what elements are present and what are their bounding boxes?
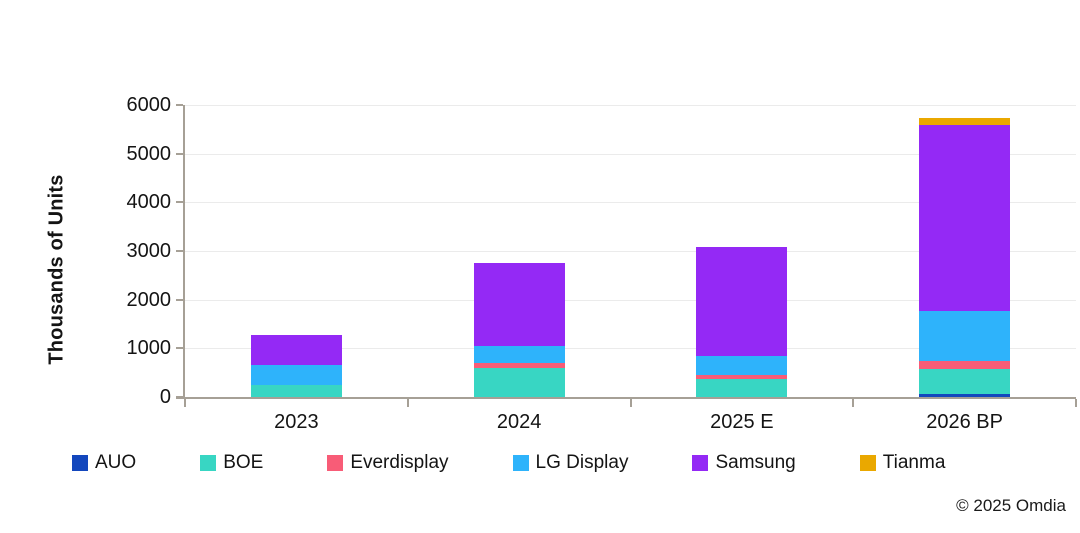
bar-segment-everdisplay-2026-bp <box>919 361 1011 369</box>
bar-segment-boe-2024 <box>473 367 565 397</box>
y-tick-6000 <box>176 104 183 106</box>
legend-swatch-auo <box>72 455 88 471</box>
bar-segment-everdisplay-2024 <box>473 362 565 368</box>
y-tick-label-2000: 2000 <box>126 288 172 311</box>
plot-area: 0 1000 2000 3000 4000 5000 6000 2023 2024 2025 E… <box>127 95 1077 433</box>
x-boundary-tick-1 <box>406 399 409 407</box>
bar-2023 <box>250 105 342 397</box>
bar-segment-tianma-2026-bp <box>919 117 1011 126</box>
bar-segment-everdisplay-2025-e <box>696 375 788 379</box>
bar-segment-lg-display-2025-e <box>696 356 788 376</box>
y-axis-line <box>183 105 185 397</box>
bar-segment-samsung-2025-e <box>696 247 788 357</box>
x-axis-label-2024: 2024 <box>496 411 542 433</box>
y-tick-label-1000: 1000 <box>126 337 172 360</box>
bar-segment-boe-2025-e <box>696 379 788 397</box>
copyright-text: © 2025 Omdia <box>956 496 1066 515</box>
legend-label-tianma: Tianma <box>882 452 946 473</box>
bar-segment-samsung-2024 <box>473 263 565 347</box>
legend-item-boe: BOE <box>200 452 263 474</box>
gridline-2000 <box>185 299 1076 301</box>
legend-item-samsung: Samsung <box>692 452 796 474</box>
bar-segment-samsung-2026-bp <box>919 125 1011 311</box>
y-tick-label-4000: 4000 <box>126 191 172 214</box>
x-axis-label-2026-bp: 2026 BP <box>926 411 1003 433</box>
y-tick-label-3000: 3000 <box>126 240 172 262</box>
y-tick-label-0: 0 <box>159 386 171 408</box>
legend-label-lg-display: LG Display <box>535 452 629 473</box>
bar-segment-samsung-2023 <box>250 335 342 366</box>
legend-swatch-boe <box>200 455 217 471</box>
legend-swatch-samsung <box>692 455 709 471</box>
legend-item-tianma: Tianma <box>859 452 946 474</box>
legend-label-auo: AUO <box>95 452 137 473</box>
y-tick-label-6000: 6000 <box>126 94 172 116</box>
legend-swatch-everdisplay <box>327 455 344 471</box>
bar-2024 <box>473 105 565 397</box>
x-axis-line <box>176 397 1076 399</box>
x-boundary-tick-0 <box>184 399 186 407</box>
x-boundary-tick-2 <box>629 399 632 407</box>
gridline-1000 <box>185 348 1076 350</box>
gridline-6000 <box>185 105 1076 106</box>
gridline-3000 <box>185 251 1076 252</box>
legend-item-auo: AUO <box>72 452 136 474</box>
y-tick-5000 <box>176 152 183 155</box>
bar-segment-boe-2023 <box>250 385 342 397</box>
y-axis-title: Thousands of Units <box>45 174 68 365</box>
bar-segment-lg-display-2024 <box>473 346 565 363</box>
legend-label-boe: BOE <box>223 452 264 473</box>
x-axis-label-2023: 2023 <box>274 411 319 433</box>
x-boundary-tick-4 <box>1075 399 1077 407</box>
legend-swatch-tianma <box>859 455 876 471</box>
bar-segment-auo-2026-bp <box>919 394 1011 397</box>
y-tick-4000 <box>176 201 183 204</box>
gridline-4000 <box>185 202 1076 204</box>
legend-item-everdisplay: Everdisplay <box>327 452 449 474</box>
gridline-5000 <box>185 153 1076 155</box>
legend-item-lg-display: LG Display <box>512 452 629 474</box>
bar-segment-lg-display-2026-bp <box>919 310 1011 361</box>
x-boundary-tick-3 <box>852 399 855 407</box>
y-tick-2000 <box>176 298 183 301</box>
legend-label-samsung: Samsung <box>715 452 796 473</box>
y-tick-label-5000: 5000 <box>126 142 172 165</box>
legend-swatch-lg-display <box>512 455 529 471</box>
legend-label-everdisplay: Everdisplay <box>350 452 449 473</box>
bar-2026-bp <box>919 105 1011 397</box>
x-axis-label-2025-e: 2025 E <box>710 411 774 433</box>
bar-segment-lg-display-2023 <box>250 365 342 386</box>
legend: AUO BOE Everdisplay LG Display Samsung Tianma <box>72 452 945 474</box>
bar-segment-boe-2026-bp <box>919 368 1011 395</box>
y-tick-1000 <box>176 347 183 350</box>
y-tick-3000 <box>176 250 183 252</box>
bar-2025-e <box>696 105 788 397</box>
